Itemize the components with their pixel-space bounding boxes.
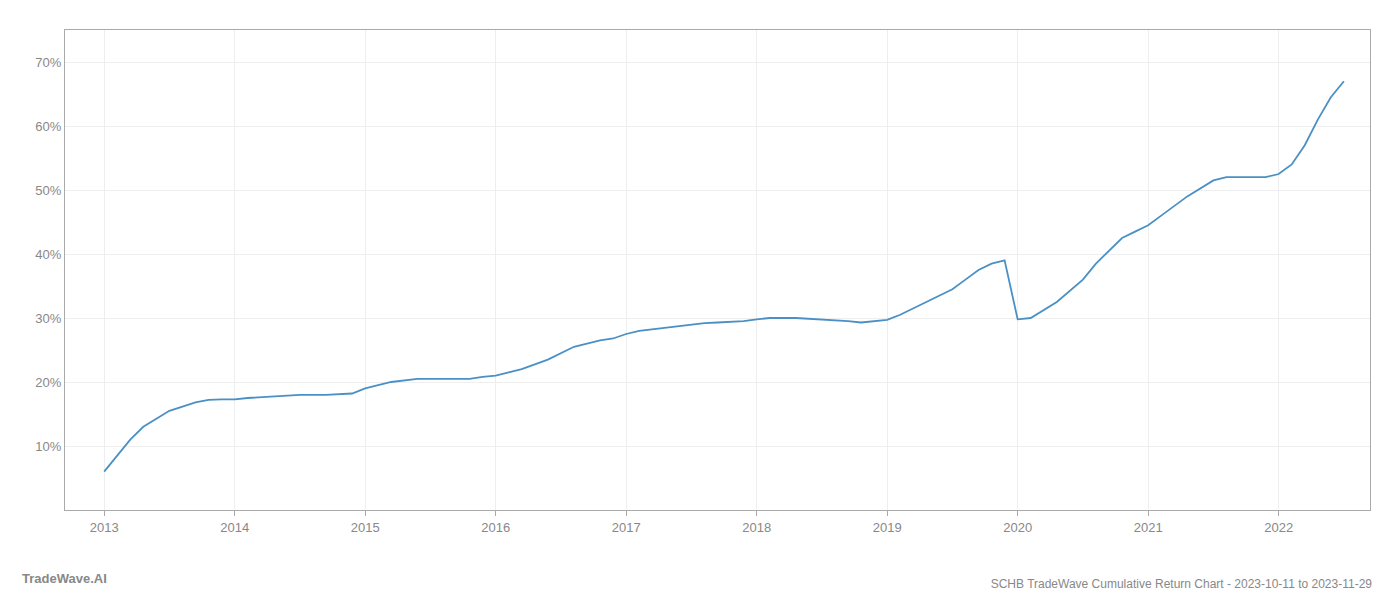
svg-text:2020: 2020 <box>1003 520 1032 535</box>
svg-text:60%: 60% <box>35 119 61 134</box>
svg-text:70%: 70% <box>35 55 61 70</box>
svg-text:40%: 40% <box>35 247 61 262</box>
svg-text:2014: 2014 <box>220 520 249 535</box>
svg-text:10%: 10% <box>35 439 61 454</box>
svg-text:2017: 2017 <box>612 520 641 535</box>
svg-text:2015: 2015 <box>351 520 380 535</box>
svg-text:20%: 20% <box>35 375 61 390</box>
svg-text:2018: 2018 <box>742 520 771 535</box>
svg-text:TradeWave.AI: TradeWave.AI <box>22 571 107 586</box>
svg-text:30%: 30% <box>35 311 61 326</box>
svg-text:2021: 2021 <box>1134 520 1163 535</box>
svg-text:2022: 2022 <box>1264 520 1293 535</box>
svg-text:2019: 2019 <box>873 520 902 535</box>
svg-text:SCHB TradeWave Cumulative Retu: SCHB TradeWave Cumulative Return Chart -… <box>991 577 1373 591</box>
svg-text:2016: 2016 <box>481 520 510 535</box>
svg-text:50%: 50% <box>35 183 61 198</box>
svg-text:2013: 2013 <box>90 520 119 535</box>
